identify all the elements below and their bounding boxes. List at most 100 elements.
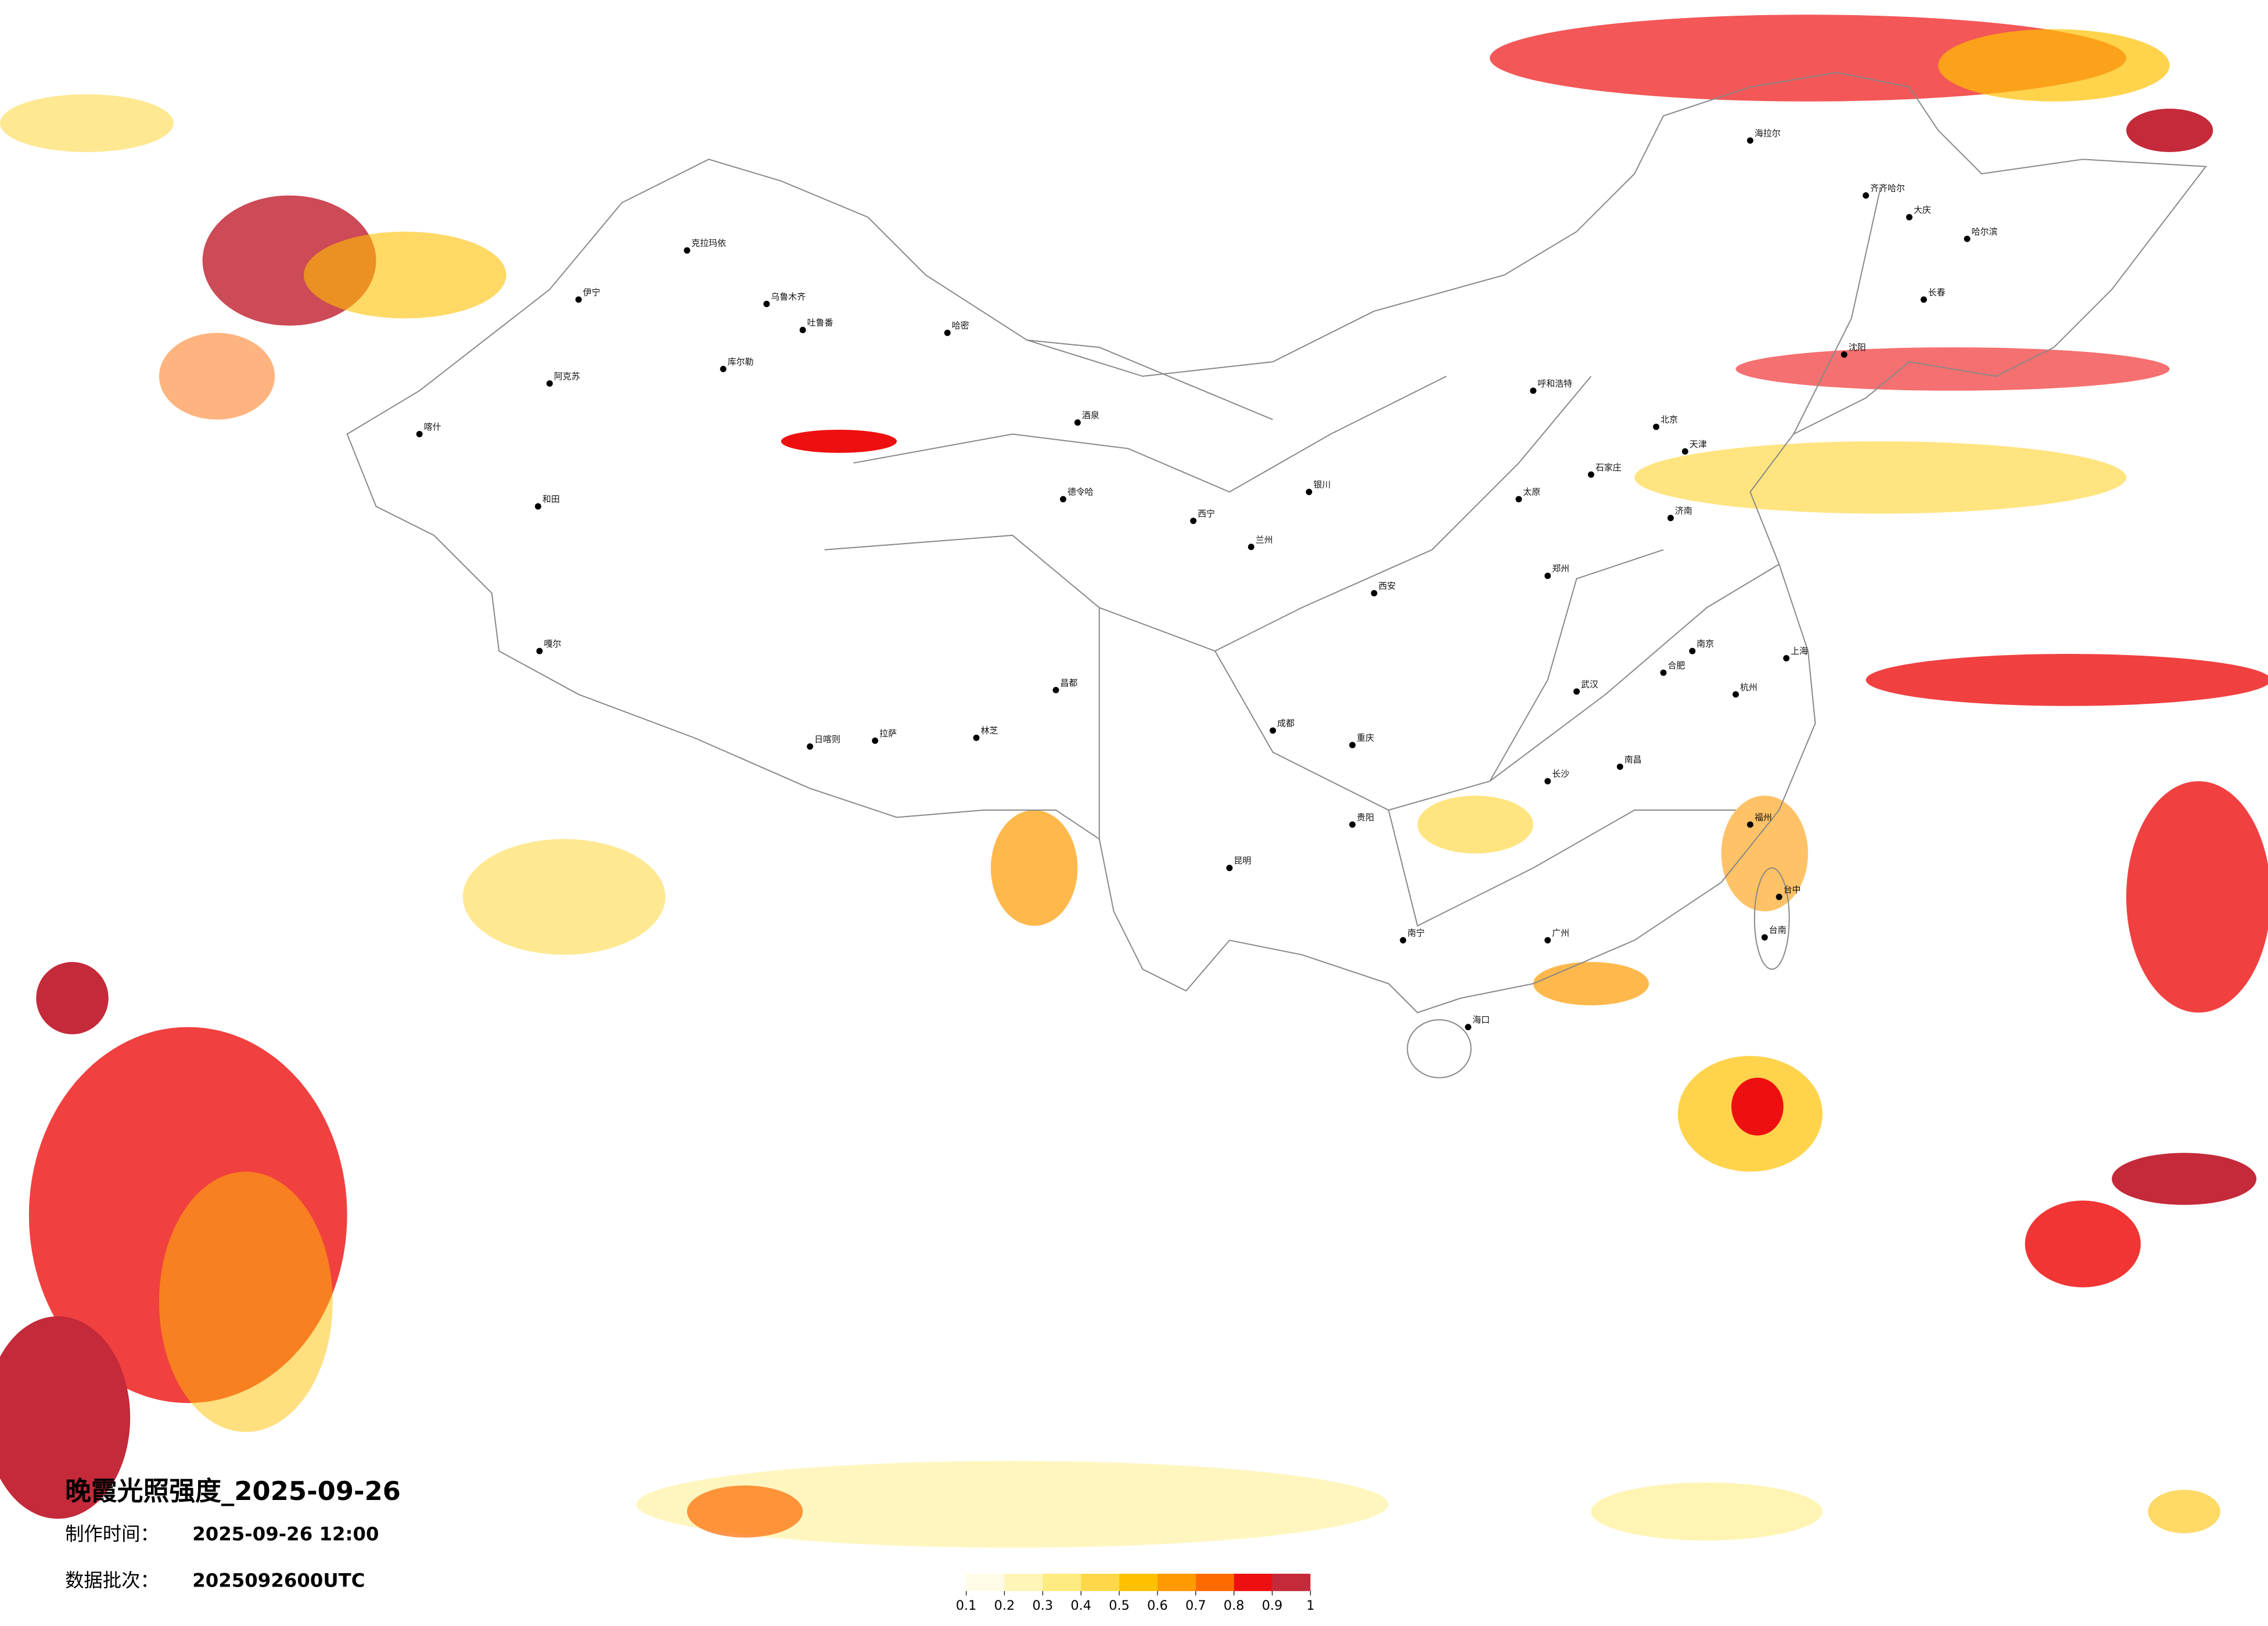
city-dot [684, 247, 691, 254]
city-dot [872, 737, 879, 744]
city-dot [1746, 821, 1753, 828]
city-label: 郑州 [1552, 563, 1569, 574]
city-label: 南昌 [1624, 754, 1642, 765]
city-dot [1544, 573, 1551, 580]
city-dot [1371, 589, 1378, 596]
city-label: 长沙 [1552, 769, 1569, 779]
city-dot [720, 365, 727, 372]
city-dot [1530, 387, 1537, 394]
info-label: 制作时间： [65, 1523, 159, 1545]
colorbar-tick-label: 0.4 [1070, 1598, 1091, 1613]
city-dot [799, 326, 806, 333]
colorbar-bin [1195, 1573, 1234, 1591]
city-label: 南京 [1696, 639, 1714, 649]
colorbar-bin [1081, 1573, 1120, 1591]
city-label: 酒泉 [1082, 410, 1099, 420]
city-dot [973, 735, 980, 741]
city-dot [546, 380, 553, 387]
city-label: 海口 [1472, 1015, 1490, 1025]
city-label: 阿克苏 [554, 371, 580, 382]
colorbar-bin [966, 1573, 1005, 1591]
city-label: 乌鲁木齐 [771, 292, 806, 302]
colorbar-tick-label: 0.2 [994, 1598, 1015, 1613]
city-label: 呼和浩特 [1537, 378, 1572, 388]
city-label: 北京 [1660, 415, 1678, 425]
city-dot [534, 503, 541, 510]
city-label: 西宁 [1198, 508, 1215, 519]
city-dot [1920, 296, 1927, 303]
colorbar-tick-label: 0.5 [1109, 1598, 1130, 1613]
city-dot [1906, 214, 1913, 221]
city-label: 吐鲁番 [807, 318, 833, 328]
colorbar-bin [1119, 1573, 1158, 1591]
city-dot [1349, 821, 1356, 828]
city-dot [1746, 137, 1753, 144]
city-label: 沈阳 [1849, 342, 1866, 352]
colorbar-bin [1272, 1573, 1311, 1591]
city-label: 杭州 [1740, 682, 1757, 692]
city-dot [1653, 423, 1660, 430]
city-dot [1733, 691, 1739, 698]
city-label: 和田 [542, 494, 560, 505]
colorbar-bin [1043, 1573, 1081, 1591]
borders [346, 71, 2207, 1078]
city-dot [1841, 351, 1848, 358]
city-dot [1074, 419, 1081, 426]
city-dot [416, 431, 423, 437]
city-label: 昆明 [1234, 855, 1251, 866]
city-label: 海拉尔 [1755, 128, 1781, 138]
city-dot [1783, 655, 1790, 662]
map-title: 晚霞光照强度_2025-09-26 [65, 1476, 401, 1506]
city-label: 哈密 [952, 321, 969, 331]
colorbar-tick-label: 0.7 [1185, 1598, 1206, 1613]
colorbar-tick-label: 0.1 [956, 1598, 977, 1613]
city-label: 哈尔滨 [1971, 226, 1997, 237]
city-label: 济南 [1675, 505, 1692, 516]
city-label: 西安 [1378, 581, 1396, 591]
city-label: 嘎尔 [544, 639, 561, 649]
city-dot [1544, 937, 1551, 944]
city-dot [1964, 235, 1971, 242]
colorbar-tick-label: 1 [1306, 1598, 1314, 1613]
colorbar-bin [1004, 1573, 1043, 1591]
city-label: 兰州 [1256, 534, 1273, 545]
city-label: 重庆 [1357, 732, 1374, 743]
colorbar-tick-label: 0.3 [1033, 1598, 1054, 1613]
city-label: 日喀则 [814, 734, 840, 744]
city-dot [1400, 937, 1407, 944]
city-label: 银川 [1313, 480, 1331, 490]
city-dot [1544, 778, 1551, 785]
city-dot [1775, 893, 1782, 900]
city-label: 成都 [1277, 718, 1295, 729]
city-dot [575, 296, 582, 303]
city-dot [1190, 517, 1197, 524]
colorbar-bin [1157, 1573, 1196, 1591]
colorbar-tick-label: 0.9 [1262, 1598, 1283, 1613]
city-dot [1270, 727, 1277, 734]
city-dot [1761, 934, 1768, 941]
city-dot [807, 743, 814, 750]
city-dot [1573, 688, 1580, 695]
info-label: 数据批次： [65, 1569, 159, 1591]
city-label: 贵阳 [1357, 812, 1374, 822]
colorbar-bin [1234, 1573, 1273, 1591]
city-dot [1689, 647, 1696, 654]
city-label: 上海 [1791, 646, 1808, 656]
city-label: 林芝 [981, 725, 998, 736]
info: 制作时间： 2025-09-26 12:00 数据批次： 2025092600UTC [65, 1523, 379, 1592]
city-label: 太原 [1523, 487, 1540, 497]
city-dot [1465, 1024, 1472, 1031]
city-label: 石家庄 [1595, 462, 1622, 473]
city-label: 德令哈 [1067, 487, 1094, 497]
city-dot [1306, 488, 1313, 495]
colorbar: 0.1 0.2 0.3 0.4 0.5 0.6 0.7 0.8 0.9 1 [956, 1573, 1314, 1613]
city-dot [1667, 515, 1674, 521]
city-label: 合肥 [1667, 660, 1685, 671]
colorbar-tick-label: 0.8 [1224, 1598, 1245, 1613]
city-label: 长春 [1928, 287, 1946, 297]
info-value: 2025092600UTC [192, 1569, 365, 1591]
city-label: 台中 [1784, 884, 1801, 895]
city-dot [763, 300, 770, 307]
